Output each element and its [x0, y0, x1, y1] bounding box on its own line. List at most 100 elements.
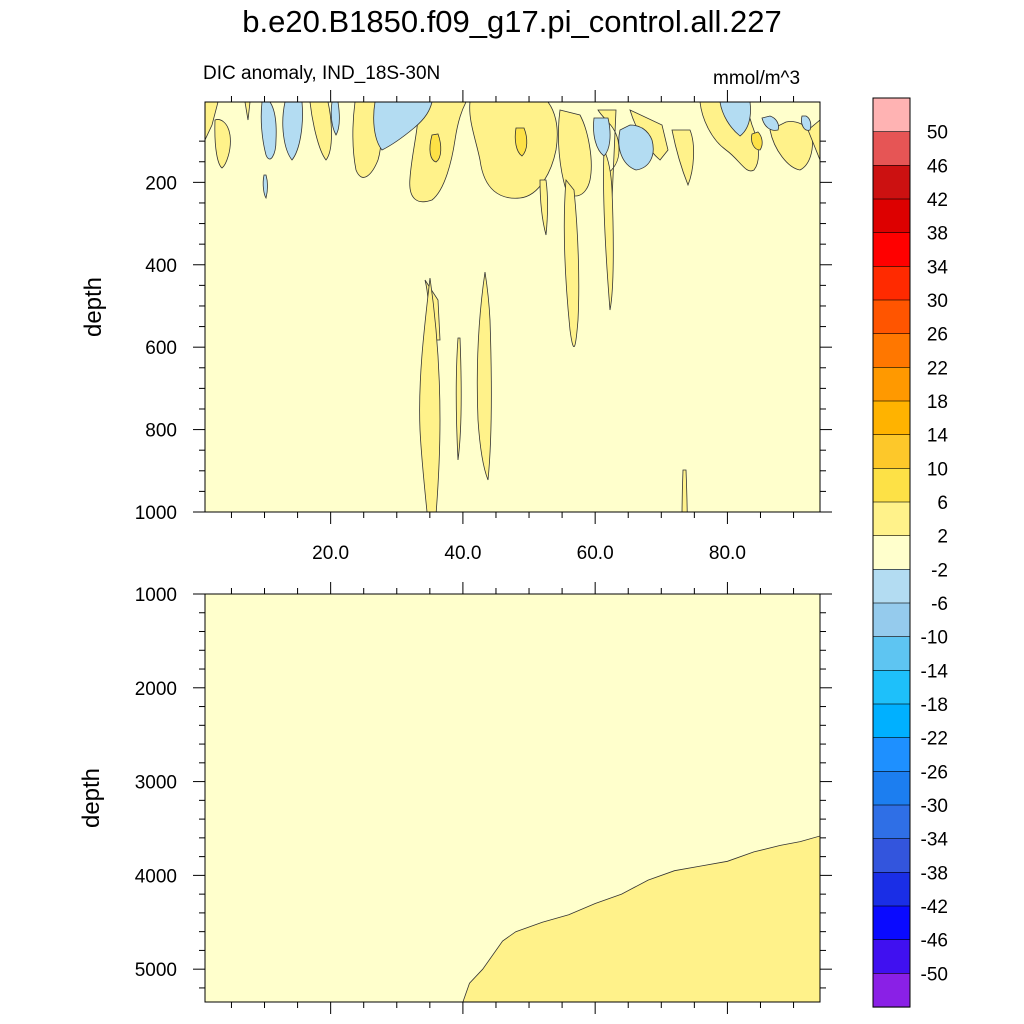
colorbar-swatch [872, 905, 911, 941]
colorbar: 50 46 42 38 34 30 26 22 18 14 10 6 2 -2 -6 -10 -14 -18 -22… [872, 97, 949, 1008]
positive-anomaly-region [455, 337, 462, 461]
colorbar-label: -6 [931, 594, 948, 615]
colorbar-swatch [872, 602, 911, 638]
y-tick-label: 200 [145, 173, 177, 194]
negative-anomaly-region [262, 174, 268, 199]
positive-anomaly-region [419, 277, 441, 512]
colorbar-label: -46 [921, 931, 948, 952]
colorbar-label: -26 [921, 762, 948, 783]
colorbar-swatch [872, 973, 911, 1008]
colorbar-swatch [872, 266, 911, 301]
positive-anomaly-region [603, 149, 614, 311]
colorbar-swatch [872, 501, 911, 537]
lower-panel: 1000 2000 3000 4000 5000 depth [78, 582, 832, 1014]
colorbar-label: 18 [927, 392, 948, 413]
upper-contour-field [205, 102, 820, 512]
y-tick-label: 400 [145, 256, 177, 277]
colorbar-label: 38 [927, 224, 948, 245]
y-tick-label: 3000 [135, 773, 177, 794]
positive-anomaly-region [563, 178, 580, 347]
upper-panel: 200 400 600 800 1000 20.0 40.0 60.0 80.0 depth [80, 90, 832, 564]
x-tick-label: 60.0 [577, 543, 614, 564]
y-axis-label: depth [80, 277, 107, 337]
colorbar-label: 42 [927, 190, 948, 211]
negative-anomaly-region [801, 115, 812, 131]
colorbar-swatch [872, 939, 911, 974]
y-tick-label: 800 [145, 421, 177, 442]
x-tick-label: 40.0 [444, 543, 481, 564]
colorbar-label: 26 [927, 325, 948, 346]
colorbar-label: 6 [937, 493, 948, 514]
colorbar-swatch [872, 872, 911, 907]
colorbar-label: 50 [927, 123, 948, 144]
colorbar-frame [872, 97, 911, 1008]
colorbar-swatch [872, 165, 911, 200]
colorbar-label: -10 [921, 628, 948, 649]
negative-anomaly-region [719, 102, 751, 137]
colorbar-label: 2 [937, 527, 948, 548]
colorbar-swatch [872, 535, 911, 570]
strong-positive-anomaly-region [751, 131, 763, 151]
colorbar-swatch [872, 569, 911, 604]
colorbar-label: -14 [921, 661, 949, 682]
positive-anomaly-region [807, 119, 820, 161]
colorbar-swatch [872, 367, 911, 402]
positive-anomaly-region [681, 469, 688, 512]
positive-anomaly-region [769, 121, 813, 171]
units-label: mmol/m^3 [713, 68, 801, 89]
colorbar-label: -42 [921, 897, 948, 918]
positive-anomaly-region [539, 179, 548, 236]
colorbar-swatch [872, 131, 911, 166]
positive-anomaly-region [244, 102, 251, 121]
y-tick-label: 4000 [135, 866, 177, 887]
lower-panel-frame [204, 593, 821, 1003]
colorbar-swatch [872, 232, 911, 267]
colorbar-swatch [872, 468, 911, 503]
colorbar-label: -22 [921, 729, 948, 750]
negative-anomaly-region [330, 102, 340, 136]
colorbar-swatch [872, 838, 911, 873]
colorbar-label: -30 [921, 796, 948, 817]
colorbar-label: 22 [927, 358, 948, 379]
negative-anomaly-region [761, 115, 779, 131]
positive-anomaly-region [205, 102, 219, 141]
colorbar-label: -18 [921, 695, 948, 716]
colorbar-swatch [872, 670, 911, 705]
colorbar-swatch [872, 97, 911, 133]
negative-anomaly-region [618, 124, 654, 171]
lower-contour-field [462, 835, 820, 1002]
colorbar-label: -50 [921, 964, 948, 985]
colorbar-swatch [872, 434, 911, 469]
positive-anomaly-region [557, 109, 592, 197]
colorbar-label: -2 [931, 560, 948, 581]
upper-panel-frame [204, 101, 821, 513]
positive-anomaly-region [309, 102, 332, 161]
colorbar-swatch [872, 804, 911, 840]
y-tick-label: 1000 [135, 503, 177, 524]
y-tick-label: 1000 [135, 585, 177, 606]
colorbar-label: -34 [921, 830, 949, 851]
colorbar-label: 34 [927, 257, 949, 278]
colorbar-swatch [872, 771, 911, 806]
negative-anomaly-region [260, 102, 277, 160]
y-tick-label: 2000 [135, 679, 177, 700]
colorbar-label: 46 [927, 156, 948, 177]
negative-anomaly-region [593, 117, 611, 157]
colorbar-label: -38 [921, 863, 948, 884]
colorbar-swatch [872, 198, 911, 234]
positive-anomaly-region [214, 119, 231, 169]
negative-anomaly-region [282, 102, 303, 161]
colorbar-swatch [872, 636, 911, 671]
colorbar-label: 14 [927, 426, 949, 447]
y-tick-label: 600 [145, 338, 177, 359]
negative-anomaly-region [373, 102, 433, 151]
chart-title: b.e20.B1850.f09_g17.pi_control.all.227 [242, 4, 782, 39]
deep-positive-anomaly-region [462, 835, 820, 1002]
y-tick-label: 5000 [135, 960, 177, 981]
colorbar-swatch [872, 703, 911, 739]
chart-subtitle: DIC anomaly, IND_18S-30N [203, 63, 441, 84]
positive-anomaly-region [671, 129, 694, 187]
colorbar-label: 30 [927, 291, 948, 312]
colorbar-swatch [872, 737, 911, 772]
